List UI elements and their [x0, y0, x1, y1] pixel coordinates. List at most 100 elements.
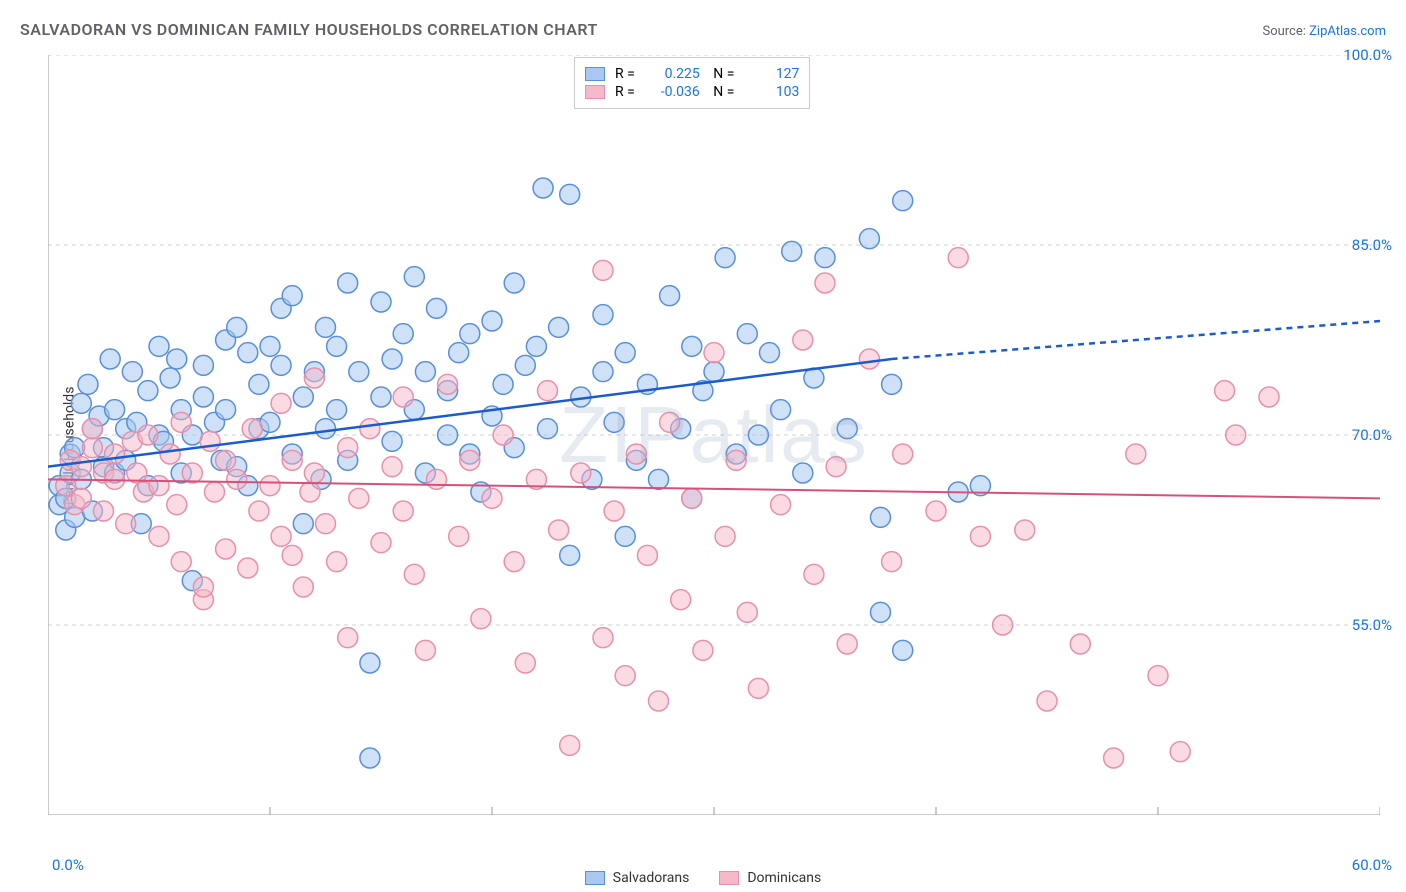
corr-swatch — [585, 67, 605, 81]
scatter-point — [615, 343, 635, 363]
corr-row: R =0.225 N =127 — [585, 66, 799, 82]
scatter-point — [404, 267, 424, 287]
scatter-point — [704, 343, 724, 363]
scatter-point — [737, 324, 757, 344]
scatter-point — [327, 400, 347, 420]
scatter-point — [1015, 520, 1035, 540]
corr-swatch — [585, 85, 605, 99]
scatter-point — [360, 653, 380, 673]
scatter-point — [859, 229, 879, 249]
scatter-point — [300, 482, 320, 502]
scatter-point — [282, 450, 302, 470]
corr-row: R =-0.036 N =103 — [585, 84, 799, 100]
scatter-point — [122, 362, 142, 382]
scatter-point — [382, 457, 402, 477]
scatter-point — [871, 507, 891, 527]
scatter-point — [116, 514, 136, 534]
scatter-point — [293, 514, 313, 534]
scatter-point — [260, 412, 280, 432]
scatter-point — [504, 273, 524, 293]
scatter-point — [882, 552, 902, 572]
bottom-legend: Salvadorans Dominicans — [0, 870, 1406, 886]
scatter-point — [471, 609, 491, 629]
scatter-point — [660, 412, 680, 432]
scatter-point — [382, 431, 402, 451]
scatter-point — [227, 469, 247, 489]
scatter-point — [271, 393, 291, 413]
y-tick-label: 100.0% — [1343, 46, 1392, 64]
scatter-point — [427, 469, 447, 489]
scatter-point — [327, 336, 347, 356]
scatter-point — [360, 748, 380, 768]
scatter-point — [671, 590, 691, 610]
scatter-point — [82, 438, 102, 458]
scatter-point — [167, 495, 187, 515]
scatter-point — [560, 184, 580, 204]
scatter-point — [316, 514, 336, 534]
scatter-point — [837, 634, 857, 654]
scatter-point — [1215, 381, 1235, 401]
corr-n-value: 127 — [744, 66, 799, 82]
scatter-point — [460, 324, 480, 344]
scatter-point — [415, 640, 435, 660]
corr-n-value: 103 — [744, 84, 799, 100]
scatter-point — [604, 501, 624, 521]
scatter-point — [948, 248, 968, 268]
scatter-point — [615, 526, 635, 546]
scatter-point — [249, 501, 269, 521]
scatter-point — [293, 387, 313, 407]
scatter-point — [515, 653, 535, 673]
corr-r-value: -0.036 — [645, 84, 700, 100]
scatter-point — [393, 324, 413, 344]
scatter-point — [615, 666, 635, 686]
scatter-point — [427, 298, 447, 318]
scatter-point — [771, 400, 791, 420]
scatter-point — [271, 355, 291, 375]
scatter-point — [1259, 387, 1279, 407]
scatter-point — [649, 469, 669, 489]
source-link[interactable]: ZipAtlas.com — [1309, 24, 1386, 39]
corr-r-label: R = — [615, 66, 635, 82]
scatter-point — [238, 343, 258, 363]
scatter-point — [748, 678, 768, 698]
scatter-point — [593, 260, 613, 280]
legend-item-dominicans: Dominicans — [719, 870, 821, 886]
scatter-point — [160, 444, 180, 464]
scatter-point — [78, 374, 98, 394]
scatter-point — [1148, 666, 1168, 686]
scatter-point — [260, 476, 280, 496]
legend-item-salvadorans: Salvadorans — [585, 870, 690, 886]
scatter-point — [893, 640, 913, 660]
scatter-point — [71, 393, 91, 413]
scatter-point — [415, 362, 435, 382]
scatter-point — [726, 450, 746, 470]
scatter-point — [1104, 748, 1124, 768]
plot-area: ZIPatlas R =0.225 N =127R =-0.036 N =103 — [48, 55, 1380, 815]
scatter-point — [859, 349, 879, 369]
scatter-point — [271, 526, 291, 546]
scatter-point — [482, 311, 502, 331]
scatter-point — [682, 488, 702, 508]
scatter-point — [304, 368, 324, 388]
scatter-point — [149, 476, 169, 496]
scatter-point — [593, 305, 613, 325]
scatter-point — [737, 602, 757, 622]
scatter-point — [826, 457, 846, 477]
scatter-point — [593, 362, 613, 382]
scatter-point — [160, 368, 180, 388]
legend-label-dominicans: Dominicans — [747, 870, 821, 886]
scatter-point — [815, 273, 835, 293]
scatter-point — [71, 457, 91, 477]
scatter-point — [715, 248, 735, 268]
source-prefix: Source: — [1262, 24, 1309, 39]
scatter-point — [238, 558, 258, 578]
scatter-point — [526, 336, 546, 356]
scatter-point — [926, 501, 946, 521]
scatter-point — [637, 545, 657, 565]
scatter-point — [593, 628, 613, 648]
scatter-point — [771, 495, 791, 515]
scatter-point — [560, 545, 580, 565]
scatter-point — [482, 488, 502, 508]
scatter-point — [393, 387, 413, 407]
scatter-point — [105, 444, 125, 464]
